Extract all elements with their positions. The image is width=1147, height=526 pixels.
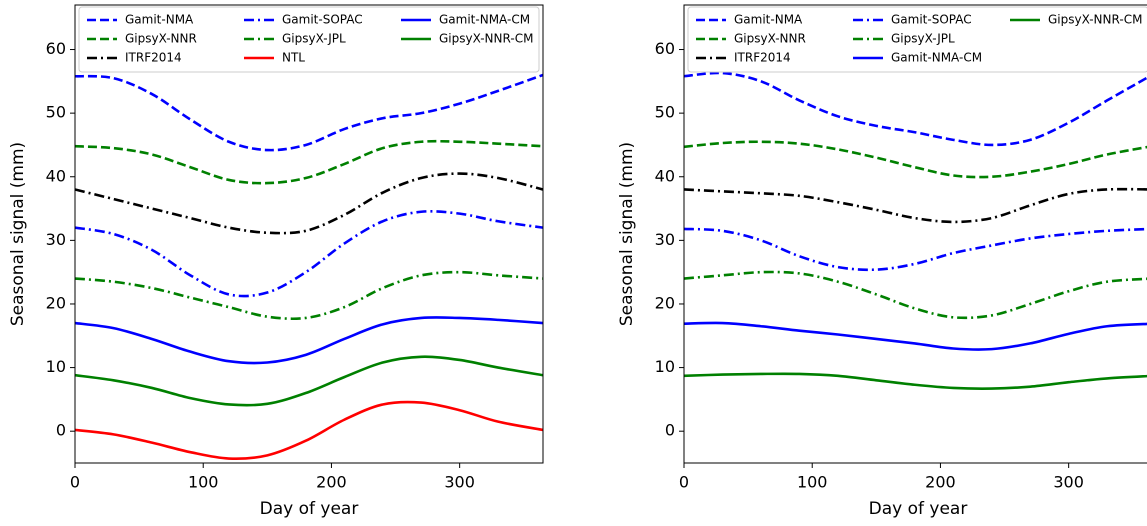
legend-label: GipsyX-NNR [734,32,806,46]
axes-frame [74,4,544,464]
y-tick-label: 30 [655,230,675,249]
series-line [684,140,1147,179]
subplot: 0 100 200 300 0 10 20 30 40 50 60 Day of year Season… [8,4,544,519]
series-line [75,172,543,235]
y-tick-label: 40 [46,166,66,185]
legend: Gamit-NMA GipsyX-NNR ITRF2014 Gamit-SOPAC Gi… [78,6,540,73]
y-tick-label: 10 [655,357,675,376]
plot-lines [75,73,543,460]
series-line [684,321,1147,351]
series-line [75,209,543,298]
axes-frame [683,4,1147,464]
legend-box [78,6,540,73]
x-tick-label: 300 [444,473,475,492]
legend-box [687,6,1147,73]
series-line [684,187,1147,224]
series-line [75,270,543,321]
series-line [75,73,543,152]
legend: Gamit-NMA GipsyX-NNR ITRF2014 Gamit-SOPAC Gi… [687,6,1147,73]
series-line [684,270,1147,320]
legend-label: GipsyX-NNR [125,32,197,46]
x-tick-label: 0 [679,473,689,492]
subplot: 0 100 200 300 0 10 20 30 40 50 60 Day of year Season… [617,4,1147,519]
x-tick-label: 200 [925,473,956,492]
x-tick-label: 100 [797,473,828,492]
y-tick-label: 0 [56,421,66,440]
legend-label: Gamit-SOPAC [282,13,363,27]
series-line [684,372,1147,390]
y-tick-label: 0 [665,421,675,440]
y-tick-label: 60 [46,39,66,58]
legend-label: GipsyX-NNR-CM [1048,13,1142,27]
series-line [75,316,543,365]
x-axis-label: Day of year [869,499,968,519]
x-axis-label: Day of year [260,499,359,519]
y-tick-label: 60 [655,39,675,58]
x-tick-label: 200 [316,473,347,492]
y-axis-label: Seasonal signal (mm) [8,142,28,326]
legend-label: Gamit-NMA-CM [891,51,982,65]
legend-label: Gamit-SOPAC [891,13,972,27]
x-tick-label: 300 [1053,473,1084,492]
series-line [684,227,1147,272]
y-tick-label: 40 [655,166,675,185]
y-tick-label: 20 [655,293,675,312]
legend-label: Gamit-NMA [125,13,194,27]
legend-label: ITRF2014 [125,51,182,65]
y-tick-label: 50 [655,103,675,122]
legend-label: GipsyX-NNR-CM [439,32,533,46]
legend-label: GipsyX-JPL [282,32,346,46]
x-tick-label: 100 [188,473,219,492]
legend-label: GipsyX-JPL [891,32,955,46]
legend-label: ITRF2014 [734,51,791,65]
series-line [684,71,1147,147]
series-line [75,139,543,185]
legend-label: NTL [282,51,305,65]
y-axis-label: Seasonal signal (mm) [617,142,637,326]
y-tick-label: 50 [46,103,66,122]
y-tick-label: 30 [46,230,66,249]
y-tick-label: 20 [46,293,66,312]
legend-label: Gamit-NMA-CM [439,13,530,27]
y-tick-label: 10 [46,357,66,376]
series-line [75,400,543,460]
x-tick-label: 0 [70,473,80,492]
series-line [75,355,543,407]
plot-lines [684,71,1147,390]
legend-label: Gamit-NMA [734,13,803,27]
